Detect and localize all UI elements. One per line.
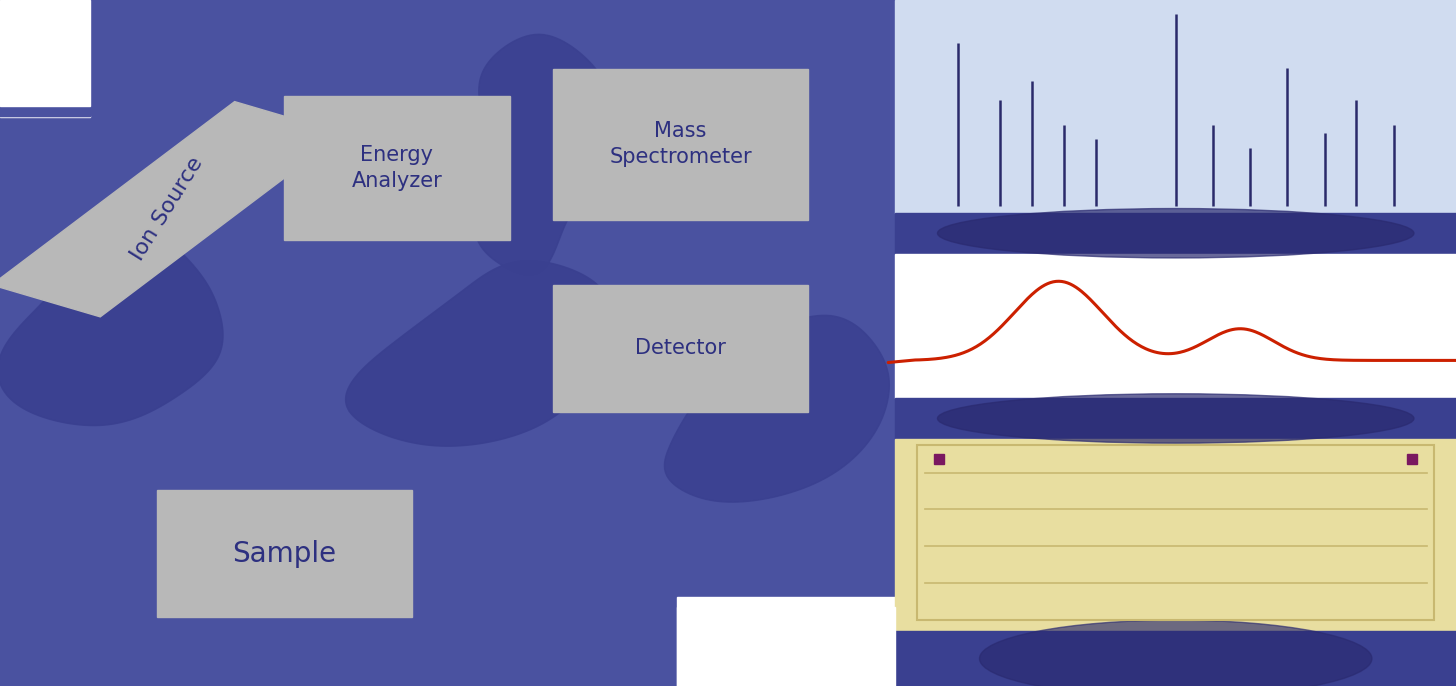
Bar	[677, 597, 895, 686]
Bar	[0, 0, 90, 117]
Bar	[917, 445, 1434, 619]
Text: Mass
Spectrometer: Mass Spectrometer	[610, 121, 751, 167]
Polygon shape	[664, 316, 890, 502]
Bar	[895, 439, 1456, 631]
Bar	[0, 0, 90, 106]
Polygon shape	[0, 0, 138, 117]
Bar	[677, 607, 895, 686]
Bar	[284, 96, 510, 240]
Bar	[553, 69, 808, 220]
Bar	[895, 631, 1456, 686]
Text: Sample: Sample	[233, 540, 336, 568]
Bar	[157, 490, 412, 617]
Polygon shape	[0, 233, 223, 425]
Bar	[553, 285, 808, 412]
Text: Energy
Analyzer: Energy Analyzer	[351, 145, 443, 191]
Bar	[895, 254, 1456, 398]
Bar	[895, 213, 1456, 254]
Polygon shape	[345, 261, 613, 446]
Text: Detector: Detector	[635, 338, 727, 358]
Ellipse shape	[938, 209, 1414, 258]
Text: Ion Source: Ion Source	[128, 154, 207, 265]
Ellipse shape	[980, 620, 1372, 686]
Polygon shape	[475, 34, 617, 275]
Bar	[895, 398, 1456, 439]
Bar	[895, 0, 1456, 213]
Polygon shape	[0, 102, 344, 317]
Ellipse shape	[938, 394, 1414, 443]
